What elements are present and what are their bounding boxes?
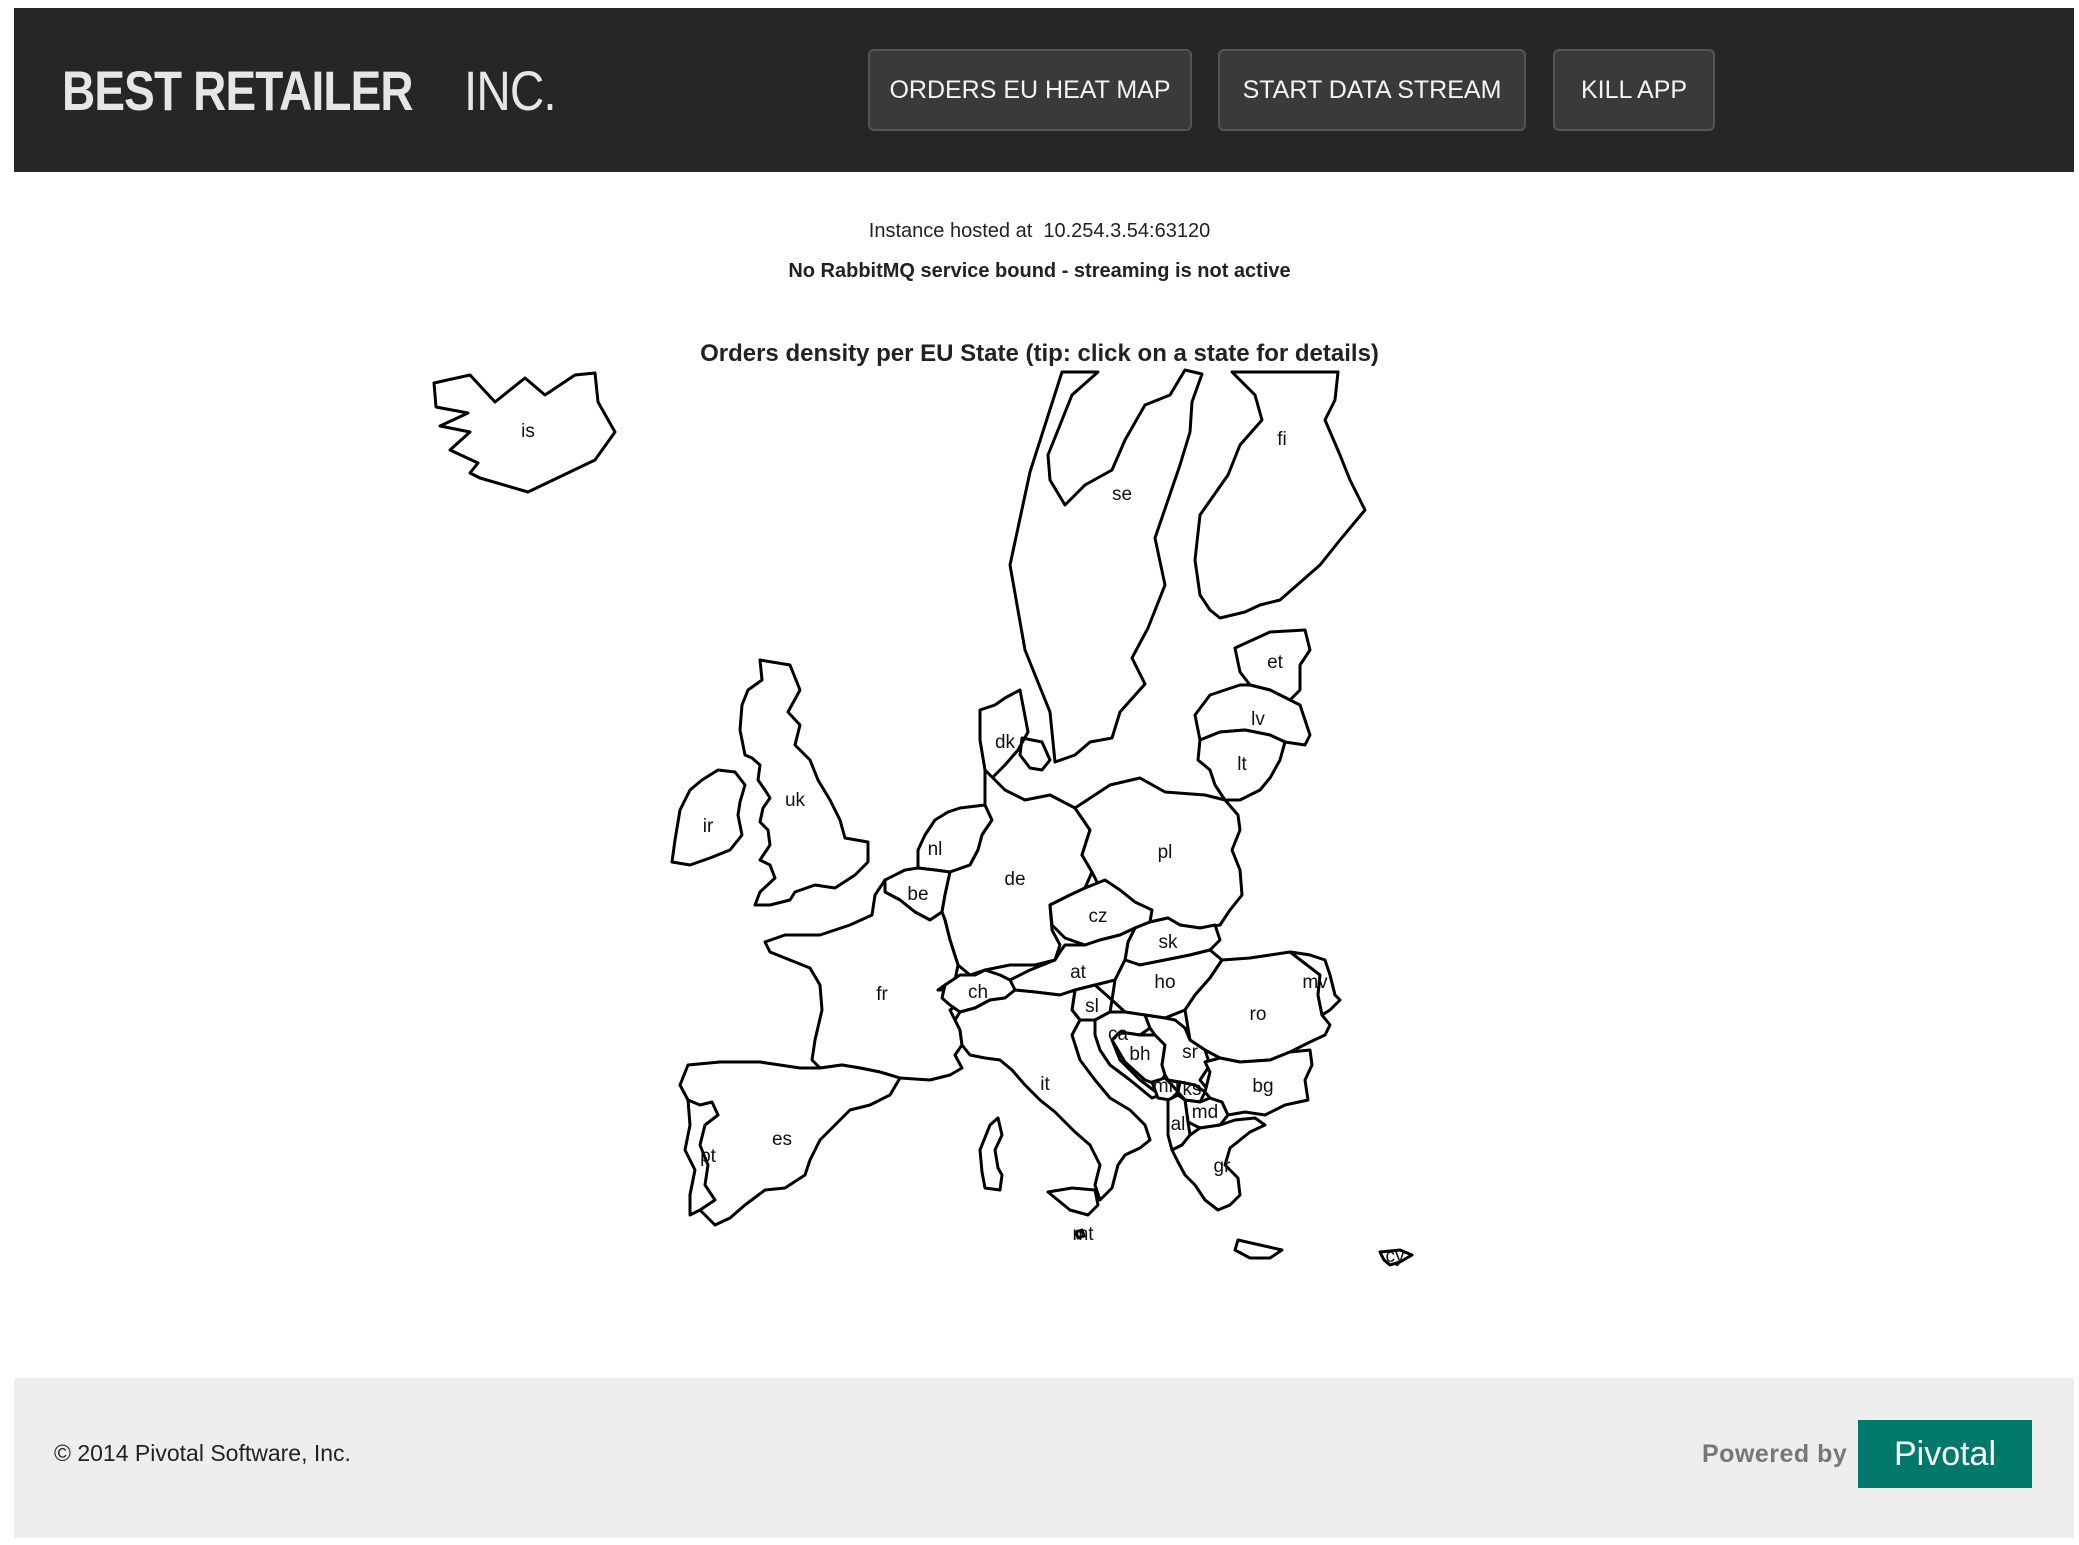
- state-cy[interactable]: [1378, 1248, 1414, 1267]
- powered-by-text: Powered by: [1702, 1440, 1848, 1468]
- pivotal-logo[interactable]: Pivotal: [1858, 1420, 2032, 1488]
- state-dk[interactable]: [978, 688, 1052, 780]
- brand-logo: BEST RETAILER INC.: [62, 58, 572, 123]
- copyright-text: © 2014 Pivotal Software, Inc.: [54, 1440, 351, 1466]
- state-pt[interactable]: [683, 1098, 720, 1217]
- state-sr[interactable]: [1143, 1013, 1212, 1094]
- state-fi[interactable]: [1193, 370, 1367, 620]
- state-mv[interactable]: [1288, 950, 1342, 1017]
- state-ca[interactable]: [1093, 1010, 1162, 1100]
- top-header: BEST RETAILER INC. ORDERS EU HEAT MAP ST…: [14, 8, 2074, 172]
- state-et[interactable]: [1233, 628, 1312, 702]
- state-se[interactable]: [1008, 368, 1204, 764]
- logo-bold-text: BEST RETAILER: [62, 59, 414, 122]
- state-fr[interactable]: [763, 878, 964, 1082]
- logo-light-text: INC.: [464, 59, 557, 122]
- state-is[interactable]: [432, 371, 617, 494]
- state-uk[interactable]: [738, 658, 870, 907]
- orders-heat-map-button[interactable]: ORDERS EU HEAT MAP: [868, 49, 1192, 131]
- rabbitmq-status: No RabbitMQ service bound - streaming is…: [788, 260, 1291, 282]
- start-data-stream-button[interactable]: START DATA STREAM: [1218, 49, 1526, 131]
- page-footer: © 2014 Pivotal Software, Inc. Powered by…: [14, 1378, 2074, 1538]
- kill-app-button[interactable]: KILL APP: [1553, 49, 1715, 131]
- state-ir[interactable]: [670, 768, 747, 867]
- map-title: Orders density per EU State (tip: click …: [700, 340, 1379, 367]
- instance-address: 10.254.3.54:63120: [1043, 220, 1211, 242]
- state-lt[interactable]: [1196, 728, 1287, 802]
- state-it[interactable]: [953, 988, 1152, 1217]
- state-gr[interactable]: [1170, 1116, 1284, 1260]
- instance-info: Instance hosted at 10.254.3.54:63120: [0, 220, 2079, 243]
- state-bg[interactable]: [1203, 1048, 1314, 1117]
- state-mt[interactable]: [1074, 1228, 1086, 1240]
- instance-label: Instance hosted at: [868, 220, 1033, 242]
